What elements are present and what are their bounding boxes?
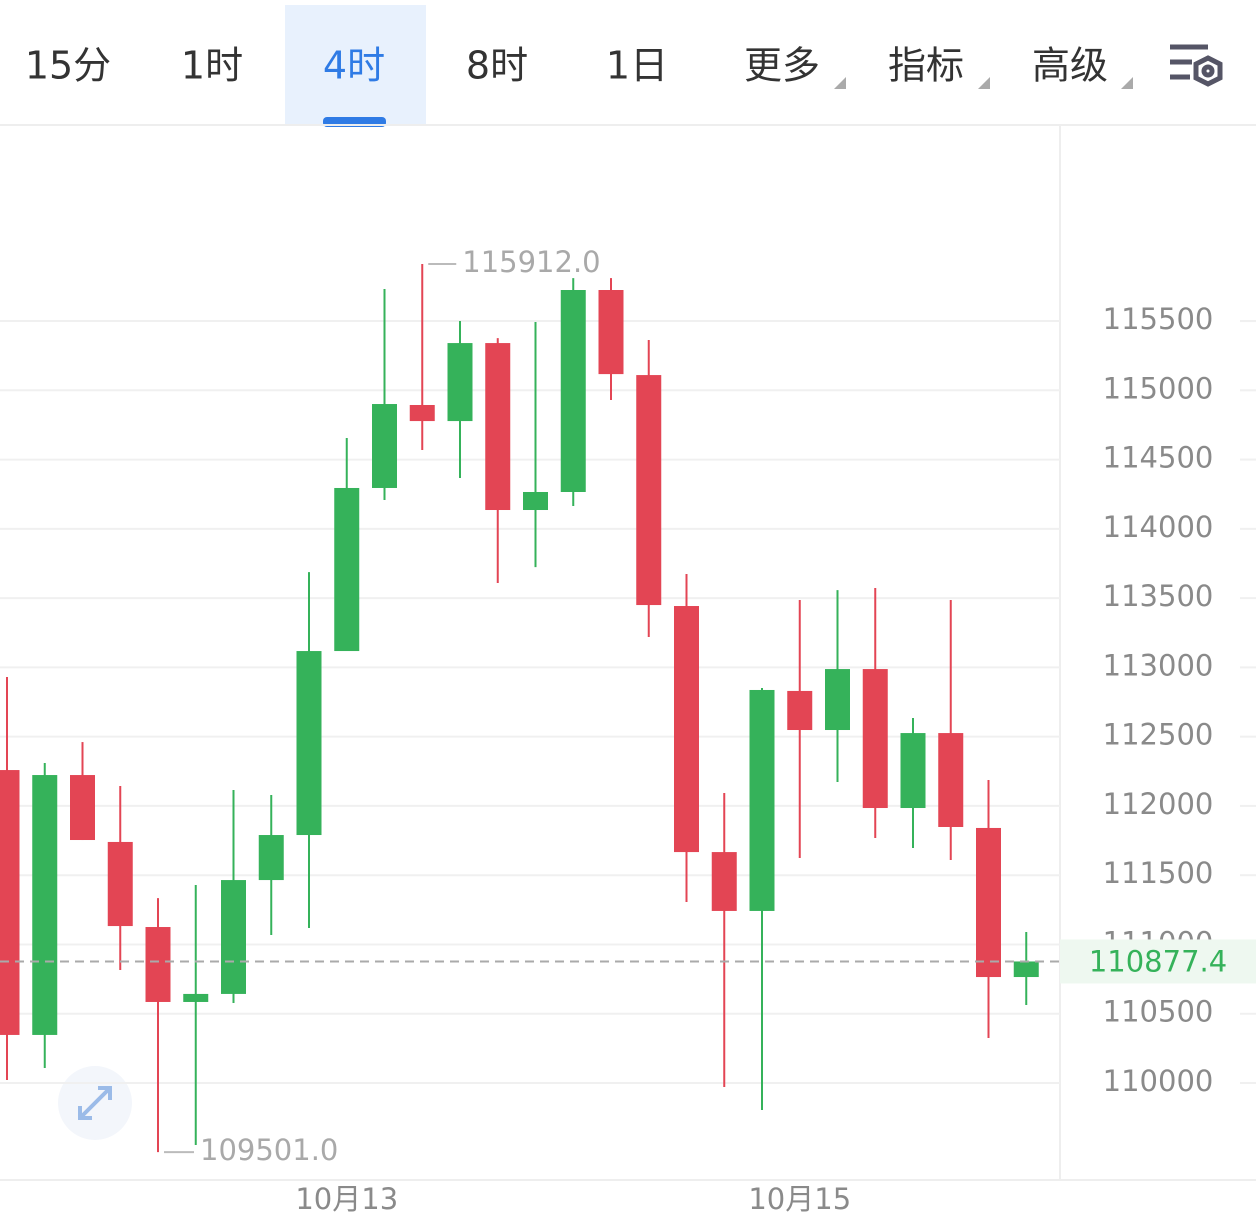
candle-body xyxy=(409,404,435,422)
candle-body xyxy=(825,669,850,731)
candle-body xyxy=(485,343,511,511)
x-tick-label: 10月15 xyxy=(748,1182,851,1216)
y-tick-label: 110500 xyxy=(1103,995,1214,1029)
y-tick-label: 114500 xyxy=(1103,441,1214,475)
candle-body xyxy=(0,770,20,1035)
candle-body xyxy=(787,690,813,731)
price-tag: 110877.4 xyxy=(1089,944,1227,978)
y-tick-label: 113500 xyxy=(1103,579,1214,613)
candle-body xyxy=(938,733,964,827)
candle-body xyxy=(598,290,624,375)
candle-body xyxy=(976,827,1001,978)
settings-icon[interactable] xyxy=(1170,44,1223,87)
candle-body xyxy=(862,669,888,809)
candle-body xyxy=(221,880,246,994)
tab[interactable]: 8时 xyxy=(466,44,528,88)
candle-body xyxy=(711,852,737,911)
tab[interactable]: 更多 xyxy=(744,44,820,88)
tab[interactable]: 1日 xyxy=(606,44,668,88)
candle-body xyxy=(334,487,360,652)
candle-body xyxy=(523,491,548,511)
tab[interactable]: 4时 xyxy=(323,44,385,88)
candle-body xyxy=(183,993,209,1002)
y-tick-label: 112000 xyxy=(1103,787,1214,821)
y-tick-label: 114000 xyxy=(1103,510,1214,544)
low-label: 109501.0 xyxy=(200,1133,338,1167)
candle-body xyxy=(900,733,926,809)
y-tick-label: 111500 xyxy=(1103,856,1214,890)
x-tick-label: 10月13 xyxy=(295,1182,398,1216)
candle-body xyxy=(258,835,284,881)
high-label: 115912.0 xyxy=(462,245,600,279)
y-tick-label: 110000 xyxy=(1103,1064,1214,1098)
candle-body xyxy=(636,375,662,606)
candle-body xyxy=(70,775,95,841)
candle-body xyxy=(560,290,586,492)
y-tick-label: 115000 xyxy=(1103,371,1214,405)
candle-body xyxy=(145,927,171,1002)
tab[interactable]: 指标 xyxy=(888,44,964,88)
expand-button[interactable] xyxy=(58,1066,132,1140)
active-tab-bg xyxy=(285,5,426,125)
candle-body xyxy=(296,651,322,836)
price-tag-bg xyxy=(1060,939,1256,984)
tab[interactable]: 高级 xyxy=(1032,44,1108,88)
dropdown-markers xyxy=(834,77,1133,89)
candle-body xyxy=(1013,961,1039,978)
y-tick-label: 113000 xyxy=(1103,648,1214,682)
tab[interactable]: 15分 xyxy=(25,44,111,88)
candle-body xyxy=(749,689,775,911)
candle-body xyxy=(372,404,397,488)
y-tick-label: 112500 xyxy=(1103,718,1214,752)
candle-body xyxy=(107,841,133,927)
candle-body xyxy=(447,343,473,422)
tab[interactable]: 1时 xyxy=(181,44,243,88)
y-tick-label: 115500 xyxy=(1103,302,1214,336)
candle-body xyxy=(32,775,58,1035)
candle-body xyxy=(674,606,699,853)
